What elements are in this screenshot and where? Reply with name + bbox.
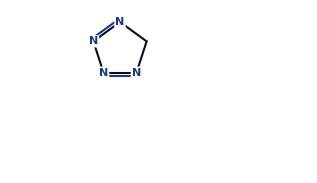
Text: N: N [89,36,98,46]
Text: N: N [99,68,108,78]
Text: N: N [132,68,141,78]
Text: N: N [115,17,125,27]
